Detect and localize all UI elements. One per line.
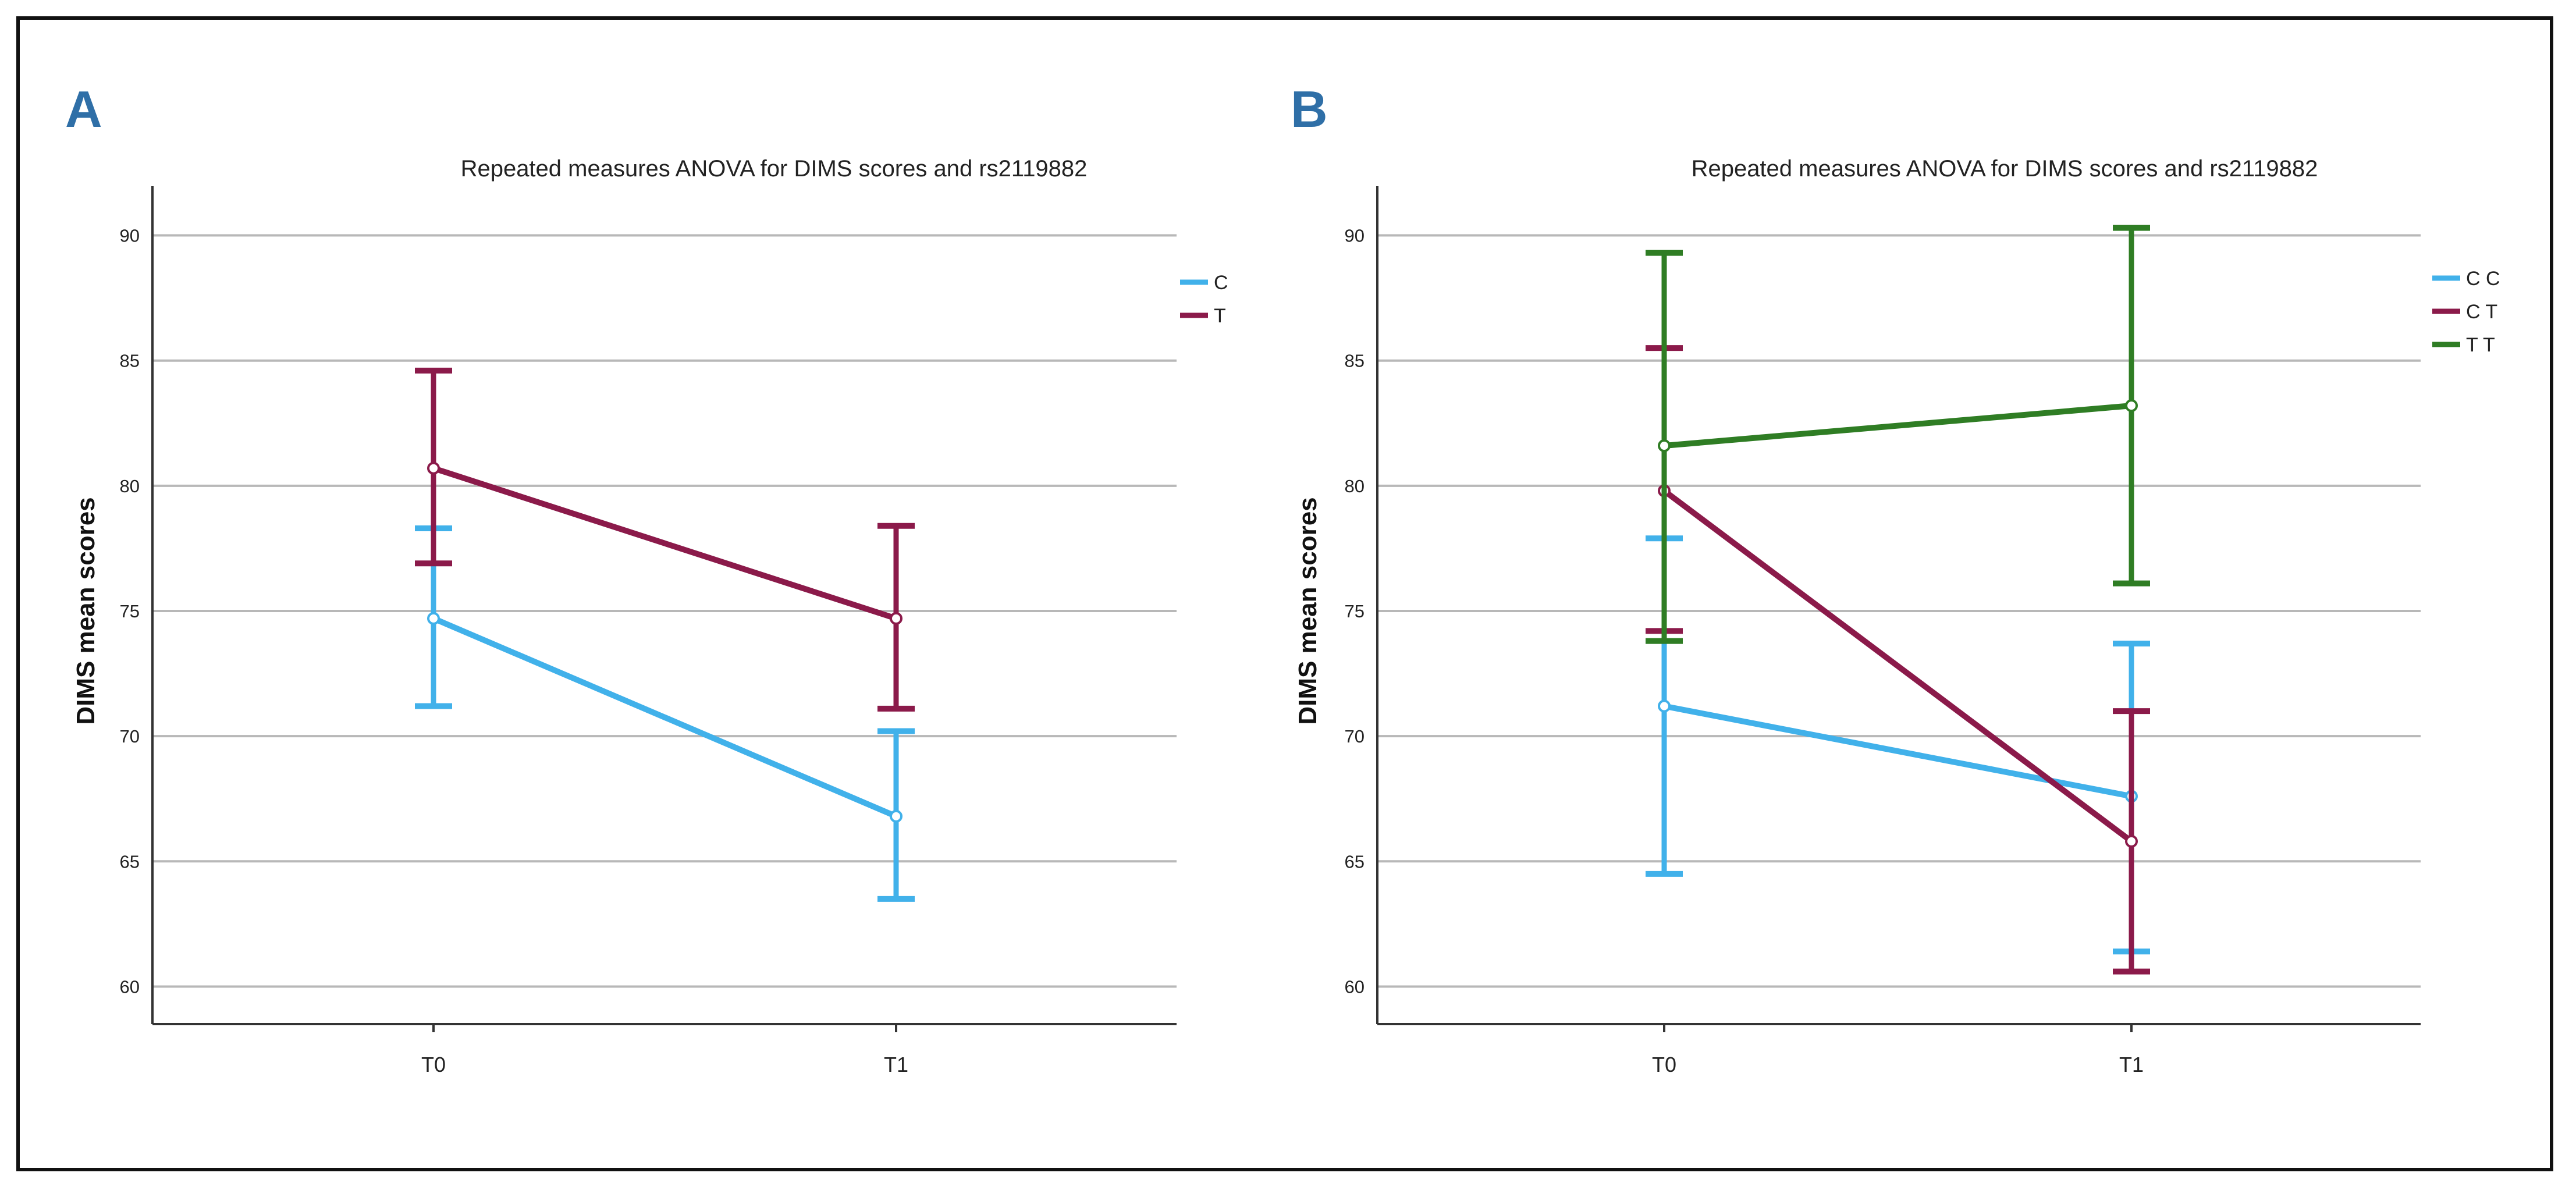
- panel-b-series-cc: [1646, 535, 2150, 955]
- panel-a-x-ticks: T0 T1: [421, 1024, 908, 1076]
- panel-a-legend-label-c: C: [1214, 272, 1228, 294]
- panel-b-y-axis-title: DIMS mean scores: [1294, 497, 1322, 724]
- panel-a-x-tick-label-T1: T1: [884, 1053, 908, 1076]
- panel-b-legend-label-ct: C T: [2466, 301, 2497, 323]
- panel-a-series-c: [415, 525, 915, 902]
- panel-a-x-tick-label-T0: T0: [421, 1053, 446, 1076]
- panel-b-y-ticks: 60 65 70 75 80 85 90: [1345, 226, 1365, 997]
- panel-b-tt-point-T0: [1658, 439, 1671, 452]
- panel-b-series: [1646, 225, 2150, 975]
- panel-b-y-tick-label-90: 90: [1345, 226, 1365, 246]
- panel-b-legend-label-tt: T T: [2466, 334, 2495, 356]
- panel-b-y-tick-label-75: 75: [1345, 601, 1365, 621]
- panel-b-axes: [1376, 186, 2421, 1025]
- panel-a-y-tick-label-90: 90: [120, 226, 140, 246]
- panel-a-c-mean-line: [432, 616, 897, 819]
- panel-a-y-tick-label-80: 80: [120, 476, 140, 496]
- panel-a-t-point-T1: [890, 612, 903, 625]
- panel-a-y-ticks: 60 65 70 75 80 85 90: [120, 226, 140, 997]
- panel-b-legend-label-cc: C C: [2466, 268, 2500, 290]
- panel-b-y-tick-label-60: 60: [1345, 976, 1365, 997]
- panel-b-cc-point-T0: [1658, 699, 1671, 713]
- panel-a-series: [415, 367, 915, 902]
- panel-a-series-t: [415, 367, 915, 712]
- panel-b-x-tick-label-T0: T0: [1652, 1053, 1676, 1076]
- panel-b-y-tick-label-80: 80: [1345, 476, 1365, 496]
- panel-a-letter: A: [65, 80, 102, 138]
- panel-b-tt-mean-line: [1664, 403, 2132, 449]
- panel-b-ct-mean-line: [1662, 488, 2134, 844]
- panel-b-tt-point-T1: [2125, 399, 2138, 413]
- panel-a-y-tick-label-60: 60: [120, 976, 140, 997]
- panel-a-gridlines: [152, 234, 1177, 988]
- panel-a-y-tick-label-85: 85: [120, 351, 140, 371]
- panel-a-c-point-T1: [890, 809, 903, 823]
- panel-a-axes: [151, 186, 1177, 1025]
- panel-b-y-tick-label-85: 85: [1345, 351, 1365, 371]
- panel-b-title: Repeated measures ANOVA for DIMS scores …: [1692, 156, 2318, 182]
- panel-b-y-tick-label-70: 70: [1345, 726, 1365, 747]
- panel-a-y-axis-title: DIMS mean scores: [72, 497, 100, 724]
- panel-b-gridlines: [1377, 234, 2421, 988]
- panel-a-legend: CT: [1180, 272, 1228, 327]
- panel-b-letter: B: [1291, 80, 1328, 138]
- panel-a-y-tick-label-70: 70: [120, 726, 140, 747]
- panel-b-ct-point-T1: [2125, 834, 2138, 848]
- figure-frame: [16, 16, 2553, 1171]
- panel-b: B Repeated measures ANOVA for DIMS score…: [1291, 80, 2500, 1076]
- panel-b-y-tick-label-65: 65: [1345, 851, 1365, 872]
- panel-b-cc-mean-line: [1664, 703, 2132, 799]
- panel-b-x-tick-label-T1: T1: [2119, 1053, 2144, 1076]
- panel-a-legend-label-t: T: [1214, 305, 1226, 327]
- panel-a-c-point-T0: [427, 612, 440, 625]
- panel-b-x-ticks: T0 T1: [1652, 1024, 2144, 1076]
- panel-a-t-point-T0: [427, 461, 440, 475]
- panel-a-y-tick-label-65: 65: [120, 851, 140, 872]
- panel-b-series-tt: [1646, 225, 2150, 644]
- panel-a: A Repeated measures ANOVA for DIMS score…: [65, 80, 1228, 1076]
- panel-a-t-mean-line: [432, 465, 897, 621]
- panel-a-y-tick-label-75: 75: [120, 601, 140, 621]
- panel-a-title: Repeated measures ANOVA for DIMS scores …: [461, 156, 1088, 182]
- panel-b-legend: C C C T T T: [2432, 268, 2500, 356]
